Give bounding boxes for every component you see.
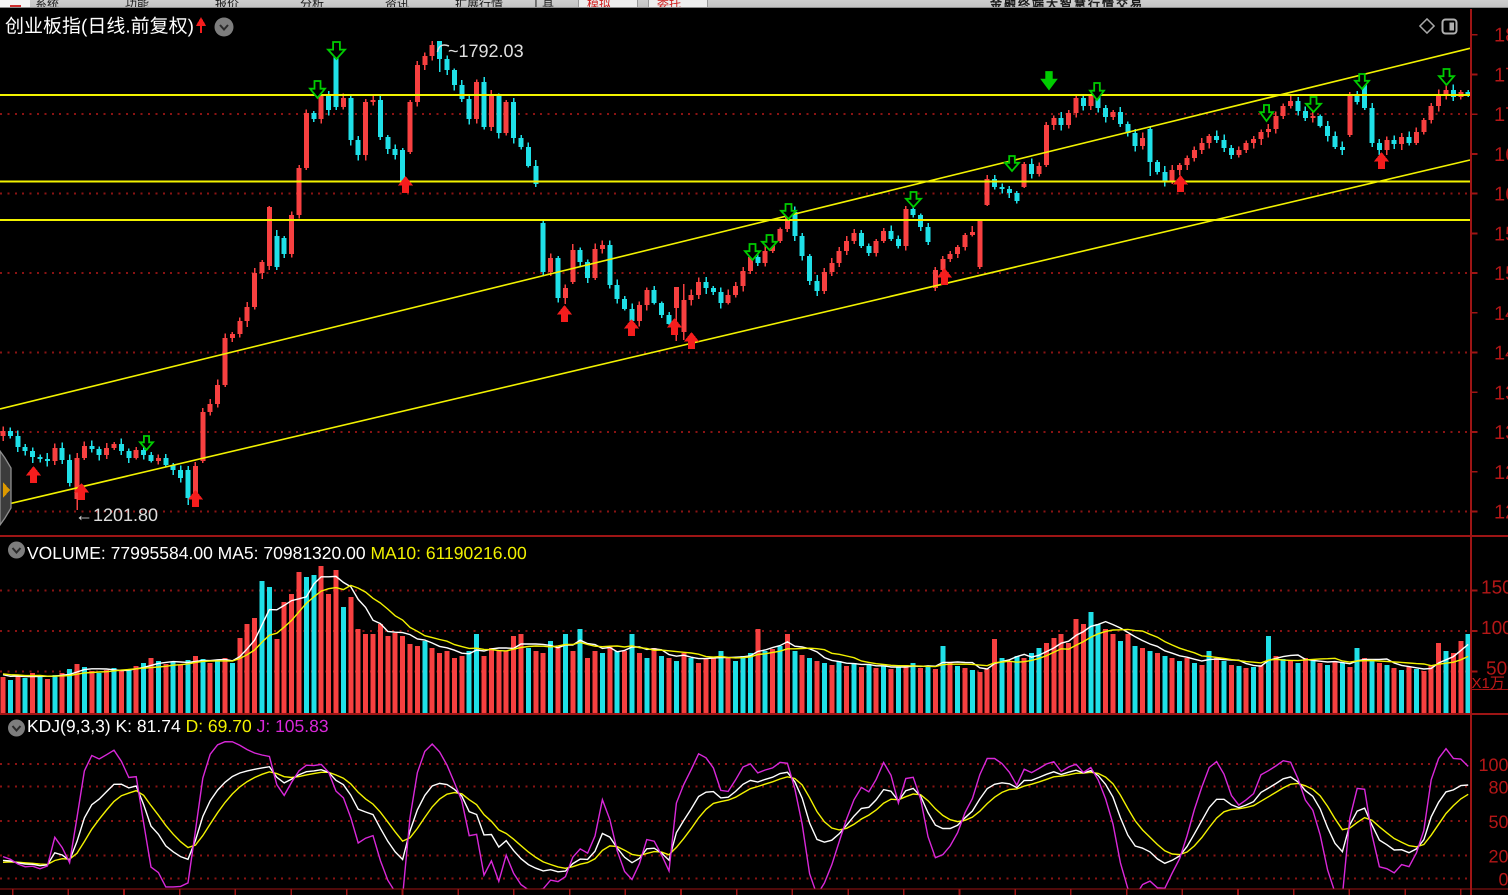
svg-text:100: 100 bbox=[1478, 755, 1508, 775]
svg-text:20: 20 bbox=[1488, 847, 1508, 867]
svg-text:KDJ(9,3,3) K: 81.74 D: 69.70: KDJ(9,3,3) K: 81.74 D: 69.70 J: 105.83 bbox=[27, 716, 329, 736]
svg-text:1600.00: 1600.00 bbox=[1494, 184, 1508, 206]
svg-text:X1万: X1万 bbox=[1472, 675, 1505, 692]
svg-text:10000: 10000 bbox=[1481, 618, 1508, 639]
svg-text:1200.00: 1200.00 bbox=[1494, 502, 1508, 524]
svg-text:创业板指(日线.前复权): 创业板指(日线.前复权) bbox=[5, 16, 194, 38]
svg-text:15000: 15000 bbox=[1481, 578, 1508, 599]
svg-text:1800.00: 1800.00 bbox=[1494, 25, 1508, 47]
svg-text:1250.00: 1250.00 bbox=[1494, 462, 1508, 484]
svg-text:1650.00: 1650.00 bbox=[1494, 144, 1508, 166]
svg-text:~1792.03: ~1792.03 bbox=[448, 41, 524, 61]
svg-text:0: 0 bbox=[1498, 870, 1508, 890]
svg-text:80: 80 bbox=[1488, 778, 1508, 798]
svg-text:1350.00: 1350.00 bbox=[1494, 382, 1508, 404]
svg-text:1550.00: 1550.00 bbox=[1494, 223, 1508, 245]
svg-text:5000: 5000 bbox=[1486, 659, 1508, 680]
svg-text:←1201.80: ←1201.80 bbox=[75, 505, 158, 525]
svg-text:1700.00: 1700.00 bbox=[1494, 104, 1508, 126]
svg-text:1750.00: 1750.00 bbox=[1494, 65, 1508, 87]
svg-text:1300.00: 1300.00 bbox=[1494, 422, 1508, 444]
svg-text:1450.00: 1450.00 bbox=[1494, 303, 1508, 325]
svg-text:50: 50 bbox=[1488, 812, 1508, 832]
svg-text:1400.00: 1400.00 bbox=[1494, 343, 1508, 365]
svg-text:VOLUME: 77995584.00 MA5: 7098: VOLUME: 77995584.00 MA5: 70981320.00 MA1… bbox=[27, 543, 527, 563]
svg-text:1500.00: 1500.00 bbox=[1494, 263, 1508, 285]
